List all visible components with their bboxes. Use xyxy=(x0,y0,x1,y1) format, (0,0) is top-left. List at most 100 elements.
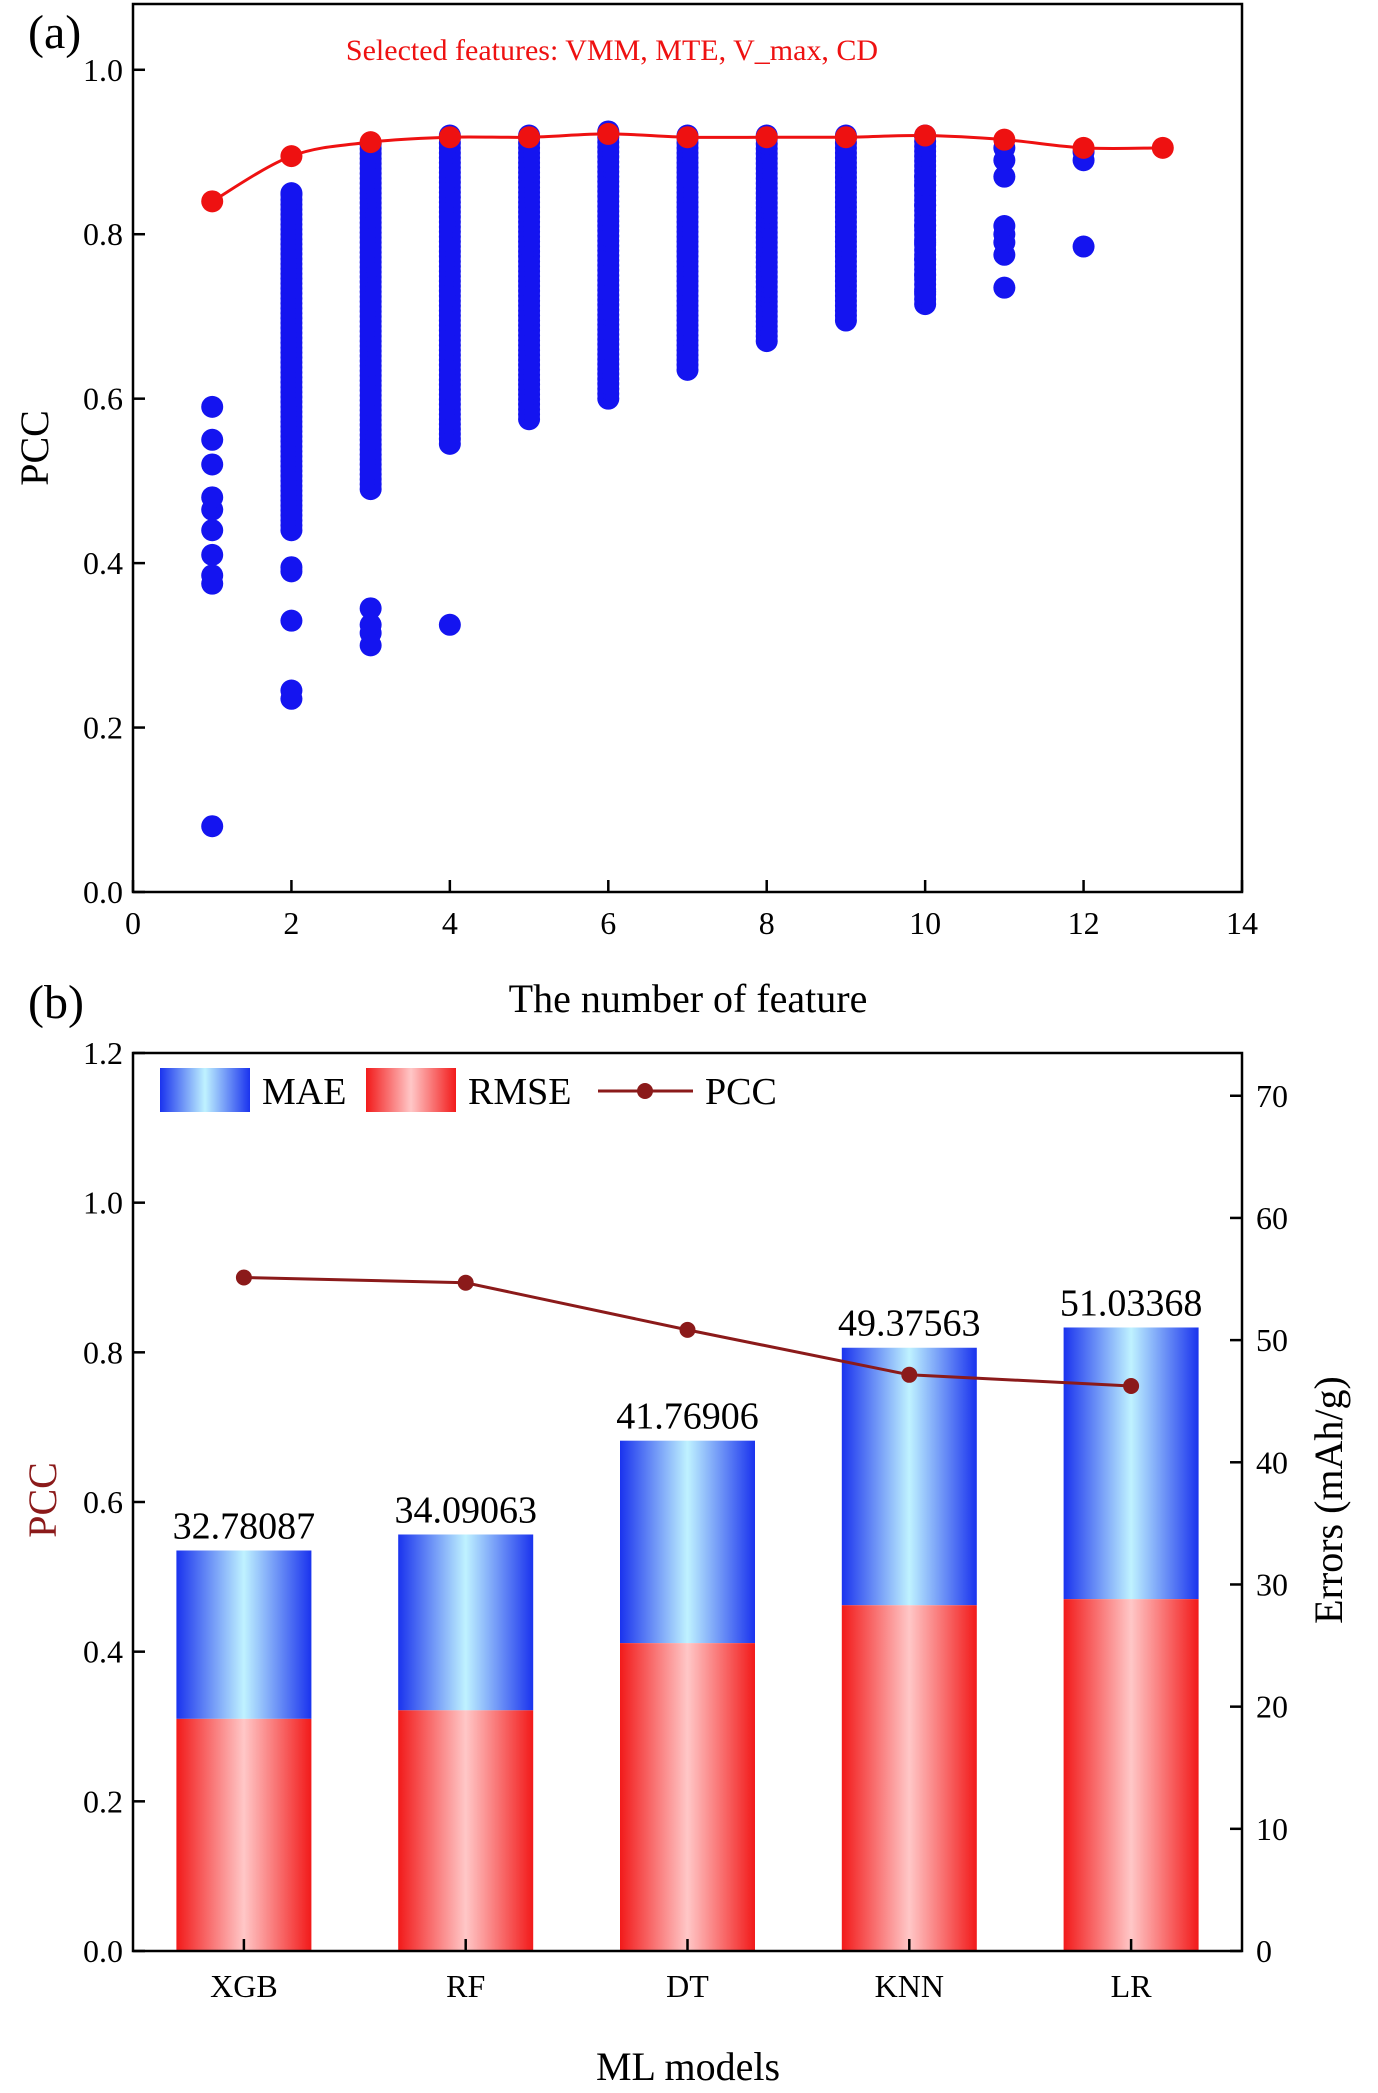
x-tick-label: 8 xyxy=(759,905,775,941)
scatter-point xyxy=(201,519,224,542)
legend-mae-swatch xyxy=(160,1068,250,1112)
x-tick-label: DT xyxy=(666,1968,709,2004)
scatter-point xyxy=(359,597,382,620)
scatter-point xyxy=(914,247,937,270)
panel-b-right-y-label: Errors (mAh/g) xyxy=(1306,1376,1351,1624)
y-tick-label: 0.6 xyxy=(83,381,123,417)
x-tick-label: 10 xyxy=(909,905,941,941)
rmse-bar xyxy=(398,1710,534,1951)
selected-point xyxy=(597,122,620,145)
selected-point xyxy=(1151,136,1174,159)
panel-b-left-y-label: PCC xyxy=(20,1462,65,1538)
mae-bar xyxy=(176,1550,312,1719)
right-y-tick-label: 70 xyxy=(1256,1078,1288,1114)
right-y-tick-label: 10 xyxy=(1256,1811,1288,1847)
scatter-point xyxy=(914,280,937,303)
selected-point xyxy=(201,190,224,213)
x-tick-label: 12 xyxy=(1068,905,1100,941)
mae-bar xyxy=(620,1440,755,1644)
scatter-point xyxy=(201,564,224,587)
pcc-point xyxy=(1123,1378,1140,1395)
selected-point xyxy=(993,128,1016,151)
scatter-point xyxy=(280,556,303,579)
left-y-tick-label: 0.8 xyxy=(83,1334,123,1370)
scatter-point xyxy=(201,486,224,509)
panel-a-title: Selected features: VMM, MTE, V_max, CD xyxy=(346,34,878,67)
panel-b-x-label: ML models xyxy=(596,2044,780,2089)
selected-point xyxy=(518,126,541,149)
legend-pcc-marker xyxy=(637,1083,653,1099)
scatter-point xyxy=(914,231,937,254)
x-tick-label: 0 xyxy=(125,905,141,941)
scatter-point xyxy=(914,215,937,237)
scatter-point xyxy=(280,609,303,632)
right-y-tick-label: 30 xyxy=(1256,1566,1288,1602)
x-tick-label: RF xyxy=(446,1968,485,2004)
right-y-tick-label: 50 xyxy=(1256,1322,1288,1358)
x-tick-label: XGB xyxy=(210,1968,278,2004)
scatter-point xyxy=(914,264,937,287)
panel-b-pcc-points xyxy=(235,1269,1140,1395)
x-tick-label: LR xyxy=(1111,1968,1153,2004)
panel-a: (a) Selected features: VMM, MTE, V_max, … xyxy=(12,2,1258,1021)
right-y-tick-label: 20 xyxy=(1256,1689,1288,1725)
panel-a-y-label: PCC xyxy=(12,410,57,486)
selected-point xyxy=(280,145,303,168)
panel-b-label: (b) xyxy=(28,976,84,1029)
scatter-point xyxy=(280,679,303,702)
panel-b-bars xyxy=(176,1327,1199,1951)
rmse-bar xyxy=(176,1718,312,1951)
selected-point xyxy=(914,124,937,147)
panel-a-y-ticks: 0.0 0.2 0.4 0.6 0.8 1.0 xyxy=(83,52,145,910)
selected-point xyxy=(438,126,461,149)
selected-point xyxy=(359,131,382,154)
panel-b-x-ticks: XGB RF DT KNN LR xyxy=(210,1939,1152,2004)
bar-value-label: 51.03368 xyxy=(1060,1282,1203,1324)
scatter-point xyxy=(914,165,937,188)
scatter-point xyxy=(359,613,382,636)
scatter-point xyxy=(1072,235,1095,258)
mae-bar xyxy=(1063,1327,1199,1600)
panel-b-left-y-ticks: 0.0 0.2 0.4 0.6 0.8 1.0 1.2 xyxy=(83,1035,145,1969)
bar-value-label: 41.76906 xyxy=(616,1396,759,1438)
legend-pcc-label: PCC xyxy=(705,1071,777,1113)
x-tick-label: 14 xyxy=(1226,905,1258,941)
legend-mae-label: MAE xyxy=(262,1071,346,1113)
scatter-point xyxy=(993,215,1016,237)
scatter-point xyxy=(201,428,224,451)
y-tick-label: 0.2 xyxy=(83,710,123,746)
panel-b: (b) 32.78087 34.09063 41.76906 49.37563 51.0… xyxy=(20,976,1351,2089)
y-tick-label: 0.0 xyxy=(83,874,123,910)
scatter-point xyxy=(201,395,224,418)
x-tick-label: 4 xyxy=(442,905,458,941)
x-tick-label: KNN xyxy=(875,1968,944,2004)
left-y-tick-label: 1.0 xyxy=(83,1185,123,1221)
bar-value-label: 49.37563 xyxy=(838,1303,981,1345)
scatter-point xyxy=(993,165,1016,188)
panel-b-legend: MAE RMSE PCC xyxy=(160,1068,777,1113)
scatter-point xyxy=(438,613,461,636)
y-tick-label: 0.4 xyxy=(83,545,123,581)
scatter-point xyxy=(201,453,224,476)
panel-a-scatter-points xyxy=(201,120,1095,838)
scatter-point xyxy=(201,815,224,838)
scatter-point xyxy=(280,182,303,205)
scatter-point xyxy=(201,543,224,566)
right-y-tick-label: 60 xyxy=(1256,1200,1288,1236)
rmse-bar xyxy=(1063,1599,1199,1951)
selected-point xyxy=(834,126,857,149)
left-y-tick-label: 0.0 xyxy=(83,1933,123,1969)
left-y-tick-label: 1.2 xyxy=(83,1035,123,1071)
panel-b-bar-labels: 32.78087 34.09063 41.76906 49.37563 51.03368 xyxy=(173,1282,1203,1547)
x-tick-label: 2 xyxy=(283,905,299,941)
panel-a-x-ticks: 0 2 4 6 8 10 12 14 xyxy=(125,880,1258,941)
rmse-bar xyxy=(841,1605,977,1951)
panel-a-label: (a) xyxy=(28,6,81,59)
right-y-tick-label: 0 xyxy=(1256,1933,1272,1969)
pcc-point xyxy=(679,1321,696,1338)
panel-b-right-y-ticks: 0 10 20 30 40 50 60 70 xyxy=(1230,1078,1288,1969)
panel-a-x-label: The number of feature xyxy=(509,976,868,1021)
panel-a-frame xyxy=(131,2,1244,894)
pcc-point xyxy=(457,1274,474,1291)
